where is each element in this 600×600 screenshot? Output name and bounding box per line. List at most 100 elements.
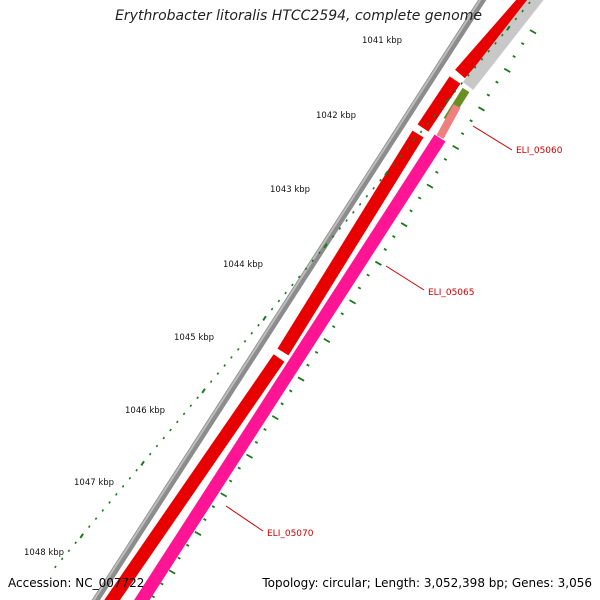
gene-segment-reverse-eli-05065[interactable] <box>134 134 446 600</box>
inner-tick <box>392 235 396 239</box>
scale-tick <box>291 283 294 287</box>
scale-tick <box>521 9 524 13</box>
scale-labels: 1041 kbp 1042 kbp 1043 kbp 1044 kbp 1045 kbp… <box>24 36 402 558</box>
scale-label-2: 1043 kbp <box>270 185 310 195</box>
map-title: Erythrobacter litoralis HTCC2594, comple… <box>115 8 482 24</box>
inner-tick <box>435 170 439 174</box>
scale-label-1: 1042 kbp <box>316 111 356 121</box>
scale-tick <box>223 364 226 367</box>
inner-tick <box>374 260 382 266</box>
scale-tick <box>384 170 389 176</box>
inner-tick <box>520 42 525 46</box>
inner-tick <box>323 337 331 344</box>
scale-tick <box>487 49 491 53</box>
scale-tick <box>101 509 105 512</box>
inner-tick <box>289 389 293 393</box>
scale-tick <box>284 291 287 295</box>
gene-segment-forward-4[interactable] <box>104 354 285 600</box>
inner-tick <box>280 402 284 406</box>
gene-label-eli-05065[interactable]: ELI_05065 <box>428 288 475 298</box>
inner-tick <box>220 492 228 498</box>
scale-tick <box>74 541 77 545</box>
scale-tick <box>277 299 281 303</box>
genome-summary: Topology: circular; Length: 3,052,398 bp… <box>262 576 592 590</box>
inner-tick <box>168 569 176 575</box>
inner-tick <box>529 29 537 35</box>
gene-segment-forward-1[interactable] <box>455 0 534 79</box>
inner-tick <box>151 595 156 599</box>
inner-tick <box>211 505 216 509</box>
backbone-ring <box>91 0 487 600</box>
gene-callout-line <box>472 125 513 151</box>
inner-tick <box>349 299 357 305</box>
inner-tick <box>263 427 267 432</box>
scale-tick <box>196 396 199 400</box>
scale-tick <box>67 549 71 553</box>
scale-tick <box>399 154 403 158</box>
gene-label-eli-05060[interactable]: ELI_05060 <box>516 146 563 156</box>
inner-tick <box>452 144 460 151</box>
scale-tick <box>304 267 308 271</box>
scale-ticks-outer <box>54 1 531 569</box>
inner-tick <box>306 363 310 367</box>
scale-tick <box>140 460 145 467</box>
scale-tick <box>128 476 132 480</box>
scale-tick <box>297 275 301 279</box>
scale-tick <box>419 130 423 134</box>
scale-tick <box>257 323 260 327</box>
scale-label-0: 1041 kbp <box>362 36 402 46</box>
inner-tick <box>486 93 491 97</box>
inner-tick <box>478 106 485 112</box>
gene-segment-forward-3[interactable] <box>277 130 424 356</box>
accession-label: Accession: NC_007722 <box>8 576 145 590</box>
scale-tick <box>270 307 274 311</box>
gene-segment-forward-2[interactable] <box>417 76 461 132</box>
scale-ticks-inner <box>151 29 537 599</box>
inner-tick <box>254 440 259 444</box>
inner-tick <box>426 183 434 189</box>
inner-tick <box>366 273 370 277</box>
inner-tick <box>383 247 387 251</box>
scale-tick <box>236 348 240 351</box>
inner-tick <box>185 543 190 547</box>
inner-tick <box>495 80 499 84</box>
inner-tick <box>340 312 345 316</box>
scale-tick <box>413 138 416 142</box>
gene-segment-salmon[interactable] <box>436 104 461 139</box>
inner-tick <box>194 530 202 536</box>
scale-tick <box>60 557 64 561</box>
gene-callout-line <box>385 265 425 291</box>
scale-tick <box>440 106 443 110</box>
inner-tick <box>512 54 516 59</box>
inner-tick <box>237 466 241 470</box>
inner-tick <box>297 376 305 382</box>
scale-tick <box>392 162 396 166</box>
scale-tick <box>135 468 138 472</box>
gene-segment-gray[interactable] <box>462 0 544 91</box>
scale-tick <box>365 194 369 198</box>
scale-tick <box>528 1 531 5</box>
inner-tick <box>400 222 408 228</box>
scale-tick <box>230 356 233 359</box>
inner-tick <box>314 350 319 354</box>
scale-tick <box>250 331 254 335</box>
inner-tick <box>246 453 253 459</box>
scale-tick <box>115 493 118 496</box>
inner-tick <box>409 209 413 213</box>
scale-tick <box>406 146 409 150</box>
inner-tick <box>177 556 181 560</box>
scale-tick <box>345 219 348 222</box>
gene-label-eli-05070[interactable]: ELI_05070 <box>267 529 314 539</box>
gene-callouts: ELI_05060 ELI_05065 ELI_05070 <box>225 125 563 539</box>
scale-label-7: 1048 kbp <box>24 548 64 558</box>
scale-tick <box>460 82 463 85</box>
inner-tick <box>469 119 473 123</box>
scale-tick <box>182 412 186 416</box>
inner-tick <box>203 518 207 522</box>
scale-tick <box>94 517 98 520</box>
scale-tick <box>433 114 436 118</box>
scale-label-4: 1045 kbp <box>174 333 214 343</box>
inner-tick <box>357 286 362 290</box>
scale-tick <box>494 41 497 45</box>
